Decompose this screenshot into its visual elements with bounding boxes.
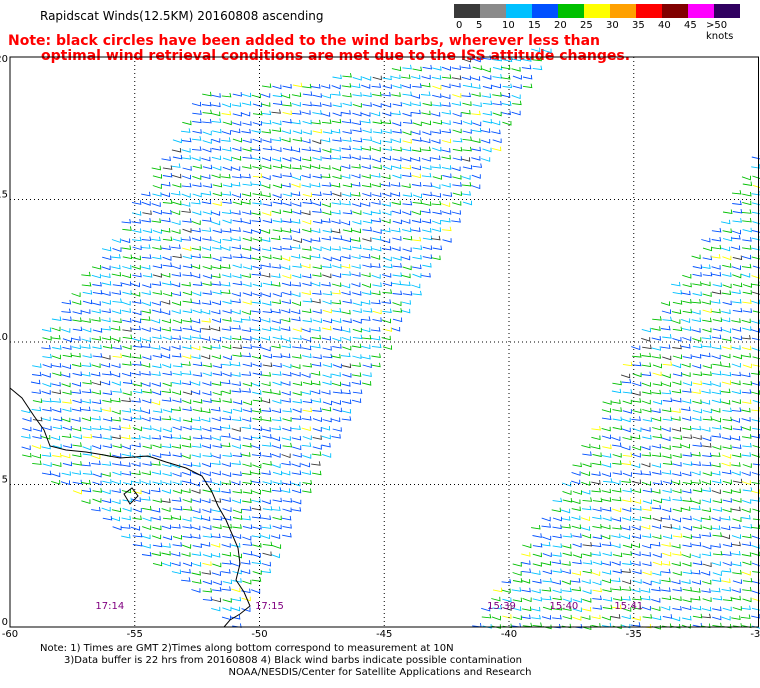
lat-lon-grid [9, 56, 759, 628]
wind-barb-group [22, 56, 760, 631]
lon-label: -55 [127, 629, 143, 640]
coastline-path [9, 387, 251, 628]
lon-label: -30 [750, 629, 760, 640]
scale-label: 5 [476, 20, 483, 31]
footer-note-2: 3)Data buffer is 22 hrs from 20160808 4)… [64, 655, 522, 666]
scale-swatch [584, 4, 610, 18]
scale-label: 25 [580, 20, 593, 31]
coastline [9, 387, 251, 628]
scale-swatch [532, 4, 558, 18]
scale-label: 20 [554, 20, 567, 31]
attitude-note: Note: black circles have been added to t… [8, 34, 630, 64]
time-label: 17:15 [255, 601, 284, 612]
lat-label: 5 [2, 475, 8, 486]
lon-label: -45 [376, 629, 392, 640]
note-line-1: Note: black circles have been added to t… [8, 33, 601, 49]
note-line-2: optimal wind retrieval conditions are me… [41, 48, 631, 64]
lat-label: 20 [0, 54, 8, 65]
footer-credit: NOAA/NESDIS/Center for Satellite Applica… [228, 667, 532, 678]
scale-swatch [636, 4, 662, 18]
scale-label: 15 [528, 20, 541, 31]
axis-labels: -60 -55 -50 -45 -40 -35 -30 20 15 10 5 0 [0, 54, 760, 640]
lat-label: 10 [0, 332, 8, 343]
wind-barbs [21, 47, 760, 631]
scale-swatch [506, 4, 532, 18]
wind-speed-color-scale: 0 5 10 15 20 25 30 35 40 45 >50 knots [454, 4, 740, 42]
scale-label: 45 [684, 20, 697, 31]
scale-label: 10 [502, 20, 515, 31]
lon-label: -60 [2, 629, 18, 640]
scale-swatch [558, 4, 584, 18]
coastal-island [123, 487, 139, 505]
scale-label: 30 [606, 20, 619, 31]
time-label: 15:41 [614, 601, 643, 612]
color-swatches [454, 4, 740, 18]
lon-label: -35 [626, 629, 642, 640]
scale-label: 40 [658, 20, 671, 31]
wind-barb-group [32, 57, 760, 619]
lon-label: -50 [251, 629, 267, 640]
scale-swatch [688, 4, 714, 18]
map-title: Rapidscat Winds(12.5KM) 20160808 ascendi… [40, 9, 324, 23]
wind-barb-group [31, 82, 760, 629]
scale-label: 0 [456, 20, 463, 31]
scale-swatch [662, 4, 688, 18]
time-label: 15:39 [487, 601, 516, 612]
scale-swatch [610, 4, 636, 18]
lat-label: 0 [2, 617, 8, 628]
scale-label: >50 knots [706, 20, 734, 42]
lon-label: -40 [501, 629, 517, 640]
time-label: 15:40 [549, 601, 578, 612]
scale-swatch [480, 4, 506, 18]
scale-labels: 0 5 10 15 20 25 30 35 40 45 >50 knots [454, 18, 740, 42]
scale-swatch [714, 4, 740, 18]
time-label: 17:14 [95, 601, 124, 612]
scale-label: 35 [632, 20, 645, 31]
swath-time-labels: 17:14 17:15 15:39 15:40 15:41 [95, 601, 643, 612]
lat-label: 15 [0, 190, 8, 201]
wind-barb-group [21, 55, 760, 629]
footer-note-1: Note: 1) Times are GMT 2)Times along bot… [40, 643, 454, 654]
scale-swatch [454, 4, 480, 18]
